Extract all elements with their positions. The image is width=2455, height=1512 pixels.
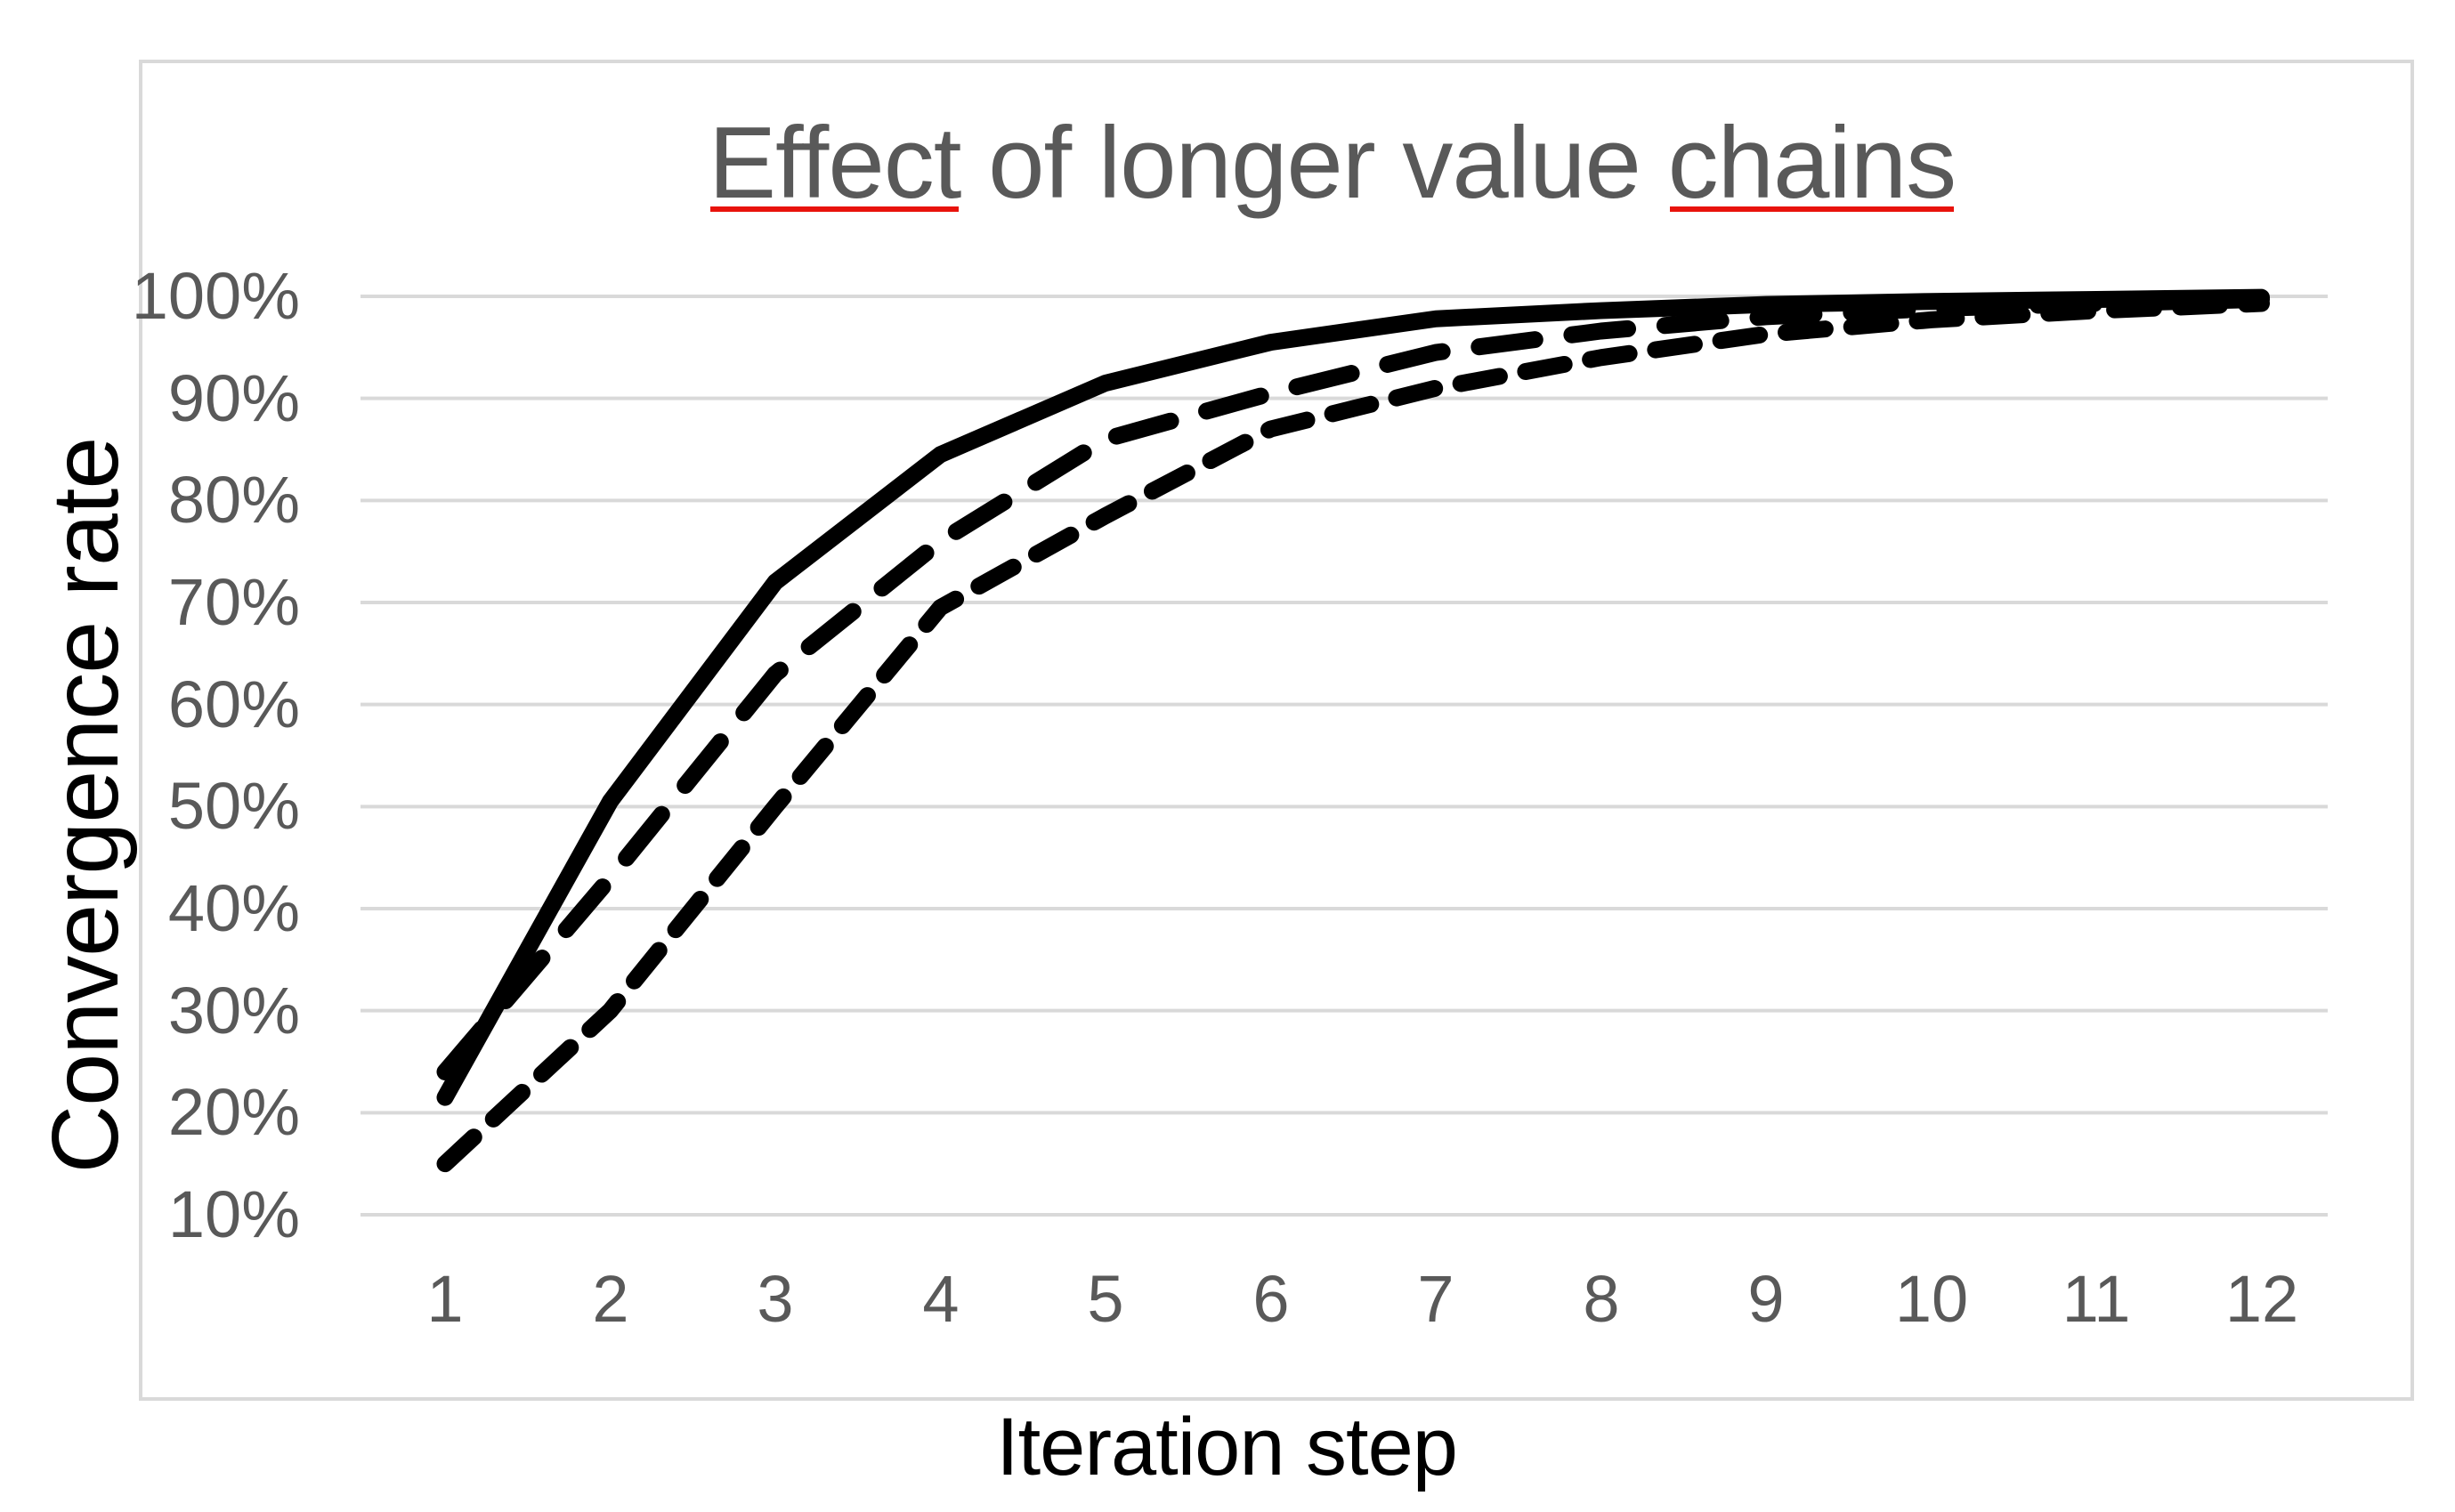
title-word-middle: of longer value (960, 107, 1668, 220)
chart-border (139, 60, 2414, 1401)
chart-title: Effect of longer value chains (709, 103, 1957, 225)
y-tick-label: 20% (167, 1075, 300, 1149)
y-tick-label: 50% (167, 769, 300, 843)
title-word-misspelled: chains (1668, 103, 1957, 225)
x-tick-label: 7 (1417, 1262, 1454, 1336)
x-tick-label: 11 (2062, 1262, 2131, 1336)
y-tick-label: 80% (167, 463, 300, 537)
series-short-dash-line (436, 295, 2270, 1173)
series-long-dash-line (436, 290, 2270, 1080)
y-tick-label: 70% (167, 565, 300, 639)
y-tick-label: 30% (167, 974, 300, 1047)
y-tick-label: 10% (167, 1177, 300, 1251)
x-axis-title: Iteration step (996, 1402, 1458, 1492)
y-tick-label: 90% (167, 361, 300, 435)
y-tick-label: 60% (167, 667, 300, 741)
x-tick-label: 5 (1087, 1262, 1124, 1336)
x-tick-label: 8 (1583, 1262, 1620, 1336)
x-tick-label: 9 (1747, 1262, 1785, 1336)
x-tick-label: 6 (1252, 1262, 1290, 1336)
x-tick-label: 1 (426, 1262, 464, 1336)
y-tick-label: 100% (131, 259, 300, 333)
y-tick-label: 40% (167, 871, 300, 945)
x-tick-label: 3 (757, 1262, 794, 1336)
title-word-misspelled: Effect (709, 103, 961, 225)
x-tick-label: 4 (922, 1262, 960, 1336)
x-tick-label: 12 (2224, 1262, 2299, 1336)
x-tick-label: 10 (1894, 1262, 1969, 1336)
x-tick-label: 2 (592, 1262, 629, 1336)
